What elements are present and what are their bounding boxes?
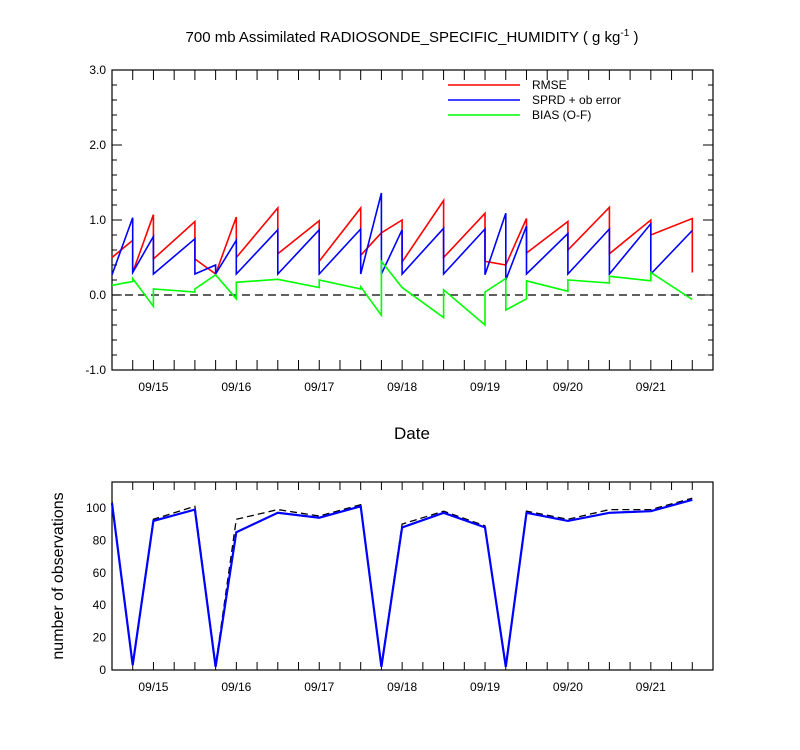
x-tick-label: 09/16 <box>221 680 251 694</box>
bottom-chart-panel: 0 20 40 60 80 100 09/15 09/16 09/17 09/18 09/19 09/… <box>86 481 714 694</box>
top-chart-panel: -1.0 0.0 1.0 2.0 3.0 09/15 09/16 09/17 09/18 09/1… <box>85 63 714 394</box>
chart-title: 700 mb Assimilated RADIOSONDE_SPECIFIC_H… <box>186 28 639 46</box>
x-tick-label: 09/19 <box>470 680 500 694</box>
x-tick-label: 09/16 <box>221 380 251 394</box>
x-axis-title: Date <box>394 424 430 443</box>
y-tick-label: 3.0 <box>89 63 106 77</box>
x-tick-label: 09/15 <box>138 680 168 694</box>
x-tick-label: 09/21 <box>636 380 666 394</box>
y-tick-label: -1.0 <box>85 363 106 377</box>
legend-label: RMSE <box>532 78 567 92</box>
y-tick-label: 0 <box>99 663 106 677</box>
x-tick-label: 09/17 <box>304 380 334 394</box>
y-tick-label: 20 <box>93 631 107 645</box>
y-tick-label: 100 <box>86 501 106 515</box>
series-line-assimilated-observations <box>110 498 693 667</box>
y-tick-label: 1.0 <box>89 213 106 227</box>
x-tick-label: 09/17 <box>304 680 334 694</box>
x-tick-label: 09/18 <box>387 380 417 394</box>
x-tick-label: 09/18 <box>387 680 417 694</box>
series-line-sprd-ob-error <box>111 192 693 281</box>
x-tick-label: 09/19 <box>470 380 500 394</box>
x-tick-label: 09/20 <box>553 380 583 394</box>
y-tick-label: 60 <box>93 566 107 580</box>
series-line-bias-o-f <box>111 258 693 327</box>
y-tick-label: 80 <box>93 533 107 547</box>
y-axis-title-observations: number of observations <box>50 492 67 659</box>
y-tick-label: 40 <box>93 598 107 612</box>
y-tick-label: 2.0 <box>89 138 106 152</box>
x-tick-label: 09/20 <box>553 680 583 694</box>
y-tick-label: 0.0 <box>89 288 106 302</box>
series-line-total-observations <box>111 497 693 666</box>
legend-label: BIAS (O-F) <box>532 108 591 122</box>
plot-frame <box>111 481 714 671</box>
legend-label: SPRD + ob error <box>532 93 621 107</box>
x-tick-label: 09/21 <box>636 680 666 694</box>
x-tick-label: 09/15 <box>138 380 168 394</box>
plot-frame <box>111 69 714 371</box>
